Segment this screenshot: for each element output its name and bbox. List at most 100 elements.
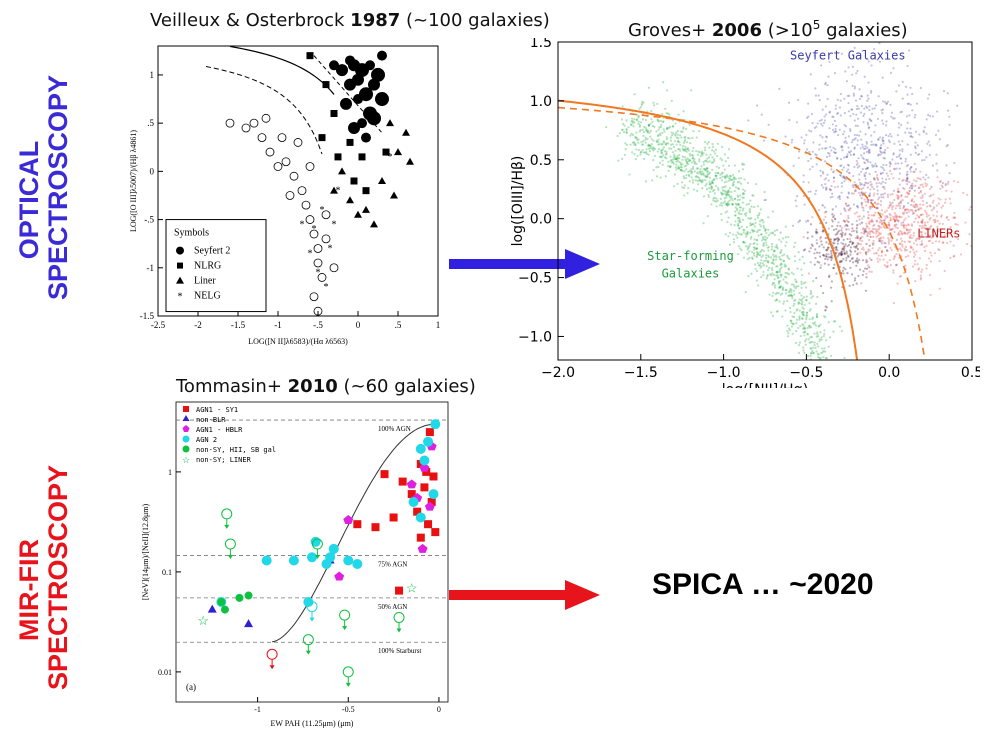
groves-point-sf xyxy=(815,314,819,317)
groves-point-sf xyxy=(736,236,739,239)
groves-point-composite xyxy=(842,272,845,275)
groves-point-sf xyxy=(738,220,741,223)
groves-point-sf xyxy=(743,192,746,195)
groves-point-seyfert xyxy=(879,200,883,203)
groves-point-sf xyxy=(749,222,752,225)
groves-point-seyfert xyxy=(821,124,824,127)
groves-point-seyfert xyxy=(821,108,824,111)
groves-point-sf xyxy=(800,286,803,289)
groves-point-sf xyxy=(739,206,742,209)
groves-point-seyfert xyxy=(843,176,846,180)
groves-point-sf xyxy=(635,118,638,121)
groves-point-sf xyxy=(673,173,676,176)
groves-point-composite xyxy=(815,228,818,231)
groves-point-sf xyxy=(774,246,777,249)
groves-point-sf xyxy=(721,193,724,196)
groves-point-sf xyxy=(643,125,646,129)
groves-point-sf xyxy=(834,362,836,364)
groves-point-sf xyxy=(730,190,733,194)
groves-point-sf xyxy=(804,343,807,346)
groves-point-sf xyxy=(785,241,788,244)
groves-point-liner xyxy=(878,181,881,185)
groves-point-composite xyxy=(813,263,816,266)
groves-point-seyfert xyxy=(836,112,839,115)
groves-point-composite xyxy=(855,227,858,230)
groves-point-sf xyxy=(652,149,655,152)
groves-point-sf xyxy=(660,155,663,158)
groves-point-sf xyxy=(691,179,694,182)
groves-point-sf xyxy=(741,218,745,221)
groves-point-sf xyxy=(691,156,695,160)
groves-point-sf xyxy=(759,208,762,211)
groves-point-sf xyxy=(808,318,811,321)
groves-point-sf xyxy=(802,324,805,327)
groves-point-seyfert xyxy=(818,119,821,122)
groves-point-sf xyxy=(636,113,639,117)
groves-point-composite xyxy=(843,233,847,236)
groves-point-sf xyxy=(637,120,640,123)
groves-point-liner xyxy=(856,252,859,255)
groves-point-composite xyxy=(816,260,819,263)
tommasin-title-year: 2010 xyxy=(287,376,338,397)
groves-point-sf xyxy=(798,316,801,320)
groves-point-sf xyxy=(675,136,679,139)
groves-point-liner xyxy=(904,255,908,258)
groves-point-seyfert xyxy=(914,145,917,148)
groves-point-sf xyxy=(690,170,693,173)
groves-point-seyfert xyxy=(845,155,849,158)
groves-point-sf xyxy=(634,142,637,145)
groves-point-liner xyxy=(936,176,939,179)
groves-point-seyfert xyxy=(856,166,860,169)
groves-point-sf xyxy=(665,89,669,92)
groves-point-sf xyxy=(727,148,731,151)
groves-point-liner xyxy=(923,209,927,212)
groves-point-sf xyxy=(739,194,742,197)
groves-point-composite xyxy=(856,236,859,239)
groves-point-sf xyxy=(681,155,684,158)
groves-point-sf xyxy=(813,323,816,326)
groves-point-liner xyxy=(861,228,865,231)
groves-point-liner xyxy=(911,197,914,201)
groves-point-seyfert xyxy=(877,137,880,141)
tommasin-point-agn2 xyxy=(307,552,317,563)
groves-point-sf xyxy=(736,187,740,190)
groves-point-seyfert xyxy=(839,164,842,167)
groves-point-sf xyxy=(832,320,835,323)
tommasin-point-non-sy-hii xyxy=(220,605,229,614)
groves-point-seyfert xyxy=(870,91,873,94)
groves-point-seyfert xyxy=(818,143,821,146)
groves-point-sf xyxy=(676,167,680,170)
groves-point-seyfert xyxy=(841,145,844,148)
groves-point-sf xyxy=(740,177,743,180)
groves-point-liner xyxy=(886,216,889,219)
groves-point-sf xyxy=(682,142,685,145)
groves-point-composite xyxy=(830,254,833,257)
tommasin-point-agn1-hblr xyxy=(419,462,430,472)
groves-point-composite xyxy=(832,215,835,219)
groves-point-seyfert xyxy=(843,177,846,180)
groves-point-liner xyxy=(938,240,941,243)
groves-point-sf xyxy=(760,233,763,236)
groves-point-sf xyxy=(657,134,660,138)
groves-point-seyfert xyxy=(847,150,851,154)
groves-point-seyfert xyxy=(926,142,929,145)
groves-point-seyfert xyxy=(847,66,850,69)
groves-point-sf xyxy=(755,238,758,242)
groves-point-liner xyxy=(916,237,919,240)
groves-point-sf xyxy=(803,351,806,354)
groves-point-composite xyxy=(834,233,837,236)
groves-point-sf xyxy=(779,262,783,265)
groves-point-sf xyxy=(763,235,767,238)
groves-point-sf xyxy=(734,197,737,200)
groves-point-sf xyxy=(642,134,645,138)
groves-point-seyfert xyxy=(813,126,816,129)
groves-point-seyfert xyxy=(878,136,882,139)
groves-point-sf xyxy=(713,159,716,163)
groves-point-composite xyxy=(846,271,849,275)
groves-point-sf xyxy=(725,194,728,197)
groves-point-seyfert xyxy=(882,122,885,125)
groves-point-seyfert xyxy=(895,223,898,226)
groves-point-sf xyxy=(798,309,801,312)
groves-point-liner xyxy=(893,219,897,222)
groves-point-composite xyxy=(866,234,869,238)
